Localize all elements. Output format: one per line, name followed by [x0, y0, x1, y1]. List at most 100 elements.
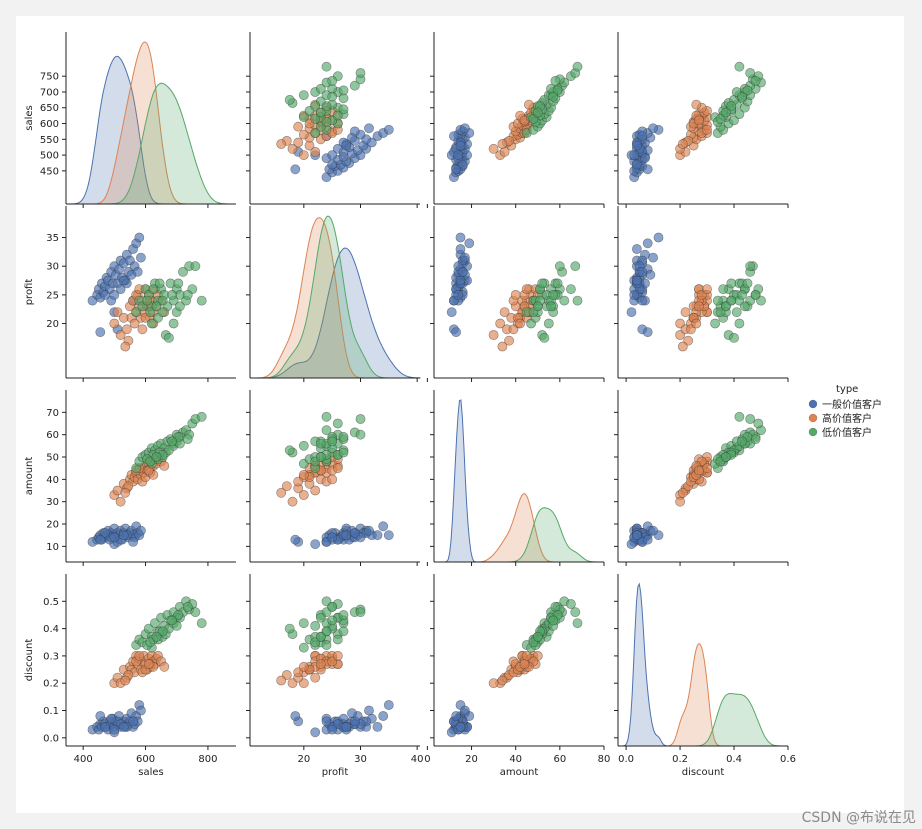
panel-profit-vs-profit — [249, 206, 421, 379]
scatter-point — [552, 278, 563, 289]
scatter-point — [464, 238, 475, 249]
scatter-point — [315, 107, 326, 118]
scatter-point — [694, 301, 704, 312]
scatter-point — [570, 607, 581, 618]
scatter-point — [637, 295, 648, 306]
scatter-point — [154, 278, 165, 289]
scatter-point — [355, 414, 366, 424]
scatter-point — [532, 631, 543, 642]
scatter-point — [276, 487, 287, 498]
scatter-point — [750, 76, 761, 86]
scatter-point — [298, 618, 309, 628]
scatter-point — [737, 436, 747, 447]
scatter-point — [497, 139, 508, 149]
scatter-point — [742, 278, 753, 289]
x-tick-label: 600 — [136, 754, 155, 765]
scatter-point — [137, 324, 148, 335]
x-axis-label: amount — [500, 767, 539, 778]
scatter-point — [648, 123, 658, 134]
scatter-point — [310, 621, 321, 631]
scatter-point — [355, 68, 366, 78]
scatter-point — [451, 711, 461, 721]
x-tick-label: 20 — [297, 754, 310, 765]
scatter-point — [739, 301, 750, 312]
x-tick-label: 400 — [74, 754, 93, 765]
scatter-point — [131, 307, 142, 317]
scatter-point — [157, 295, 168, 306]
scatter-point — [457, 159, 468, 170]
scatter-point — [168, 318, 179, 329]
scatter-point — [95, 534, 106, 545]
scatter-point — [455, 722, 466, 732]
scatter-point — [338, 626, 349, 637]
x-tick-label: 800 — [198, 754, 217, 765]
x-tick-label: 30 — [354, 754, 367, 765]
scatter-point — [190, 607, 201, 618]
scatter-point — [378, 521, 389, 532]
scatter-point — [315, 612, 326, 623]
scatter-point — [349, 528, 360, 538]
scatter-point — [712, 295, 723, 306]
scatter-point — [632, 530, 642, 541]
scatter-point — [132, 266, 143, 277]
scatter-point — [290, 534, 301, 545]
scatter-point — [341, 530, 352, 541]
scatter-point — [637, 131, 648, 141]
y-tick-label: 0.1 — [43, 706, 59, 717]
scatter-point — [118, 722, 129, 732]
scatter-point — [173, 278, 184, 289]
scatter-point — [537, 278, 548, 289]
scatter-point — [364, 123, 374, 134]
scatter-point — [519, 659, 530, 669]
kde-profit-series-0 — [250, 247, 421, 379]
scatter-point — [734, 318, 745, 329]
y-tick-label: 0.5 — [43, 597, 59, 608]
y-tick-label: 0.4 — [43, 624, 59, 635]
scatter-point — [521, 284, 532, 294]
panel-discount-vs-amount — [433, 574, 604, 747]
scatter-point — [163, 332, 174, 343]
scatter-point — [548, 91, 559, 102]
scatter-point — [742, 85, 753, 96]
scatter-point — [349, 126, 360, 137]
scatter-point — [642, 238, 653, 249]
scatter-point — [121, 324, 132, 335]
scatter-point — [364, 705, 374, 716]
scatter-point — [298, 129, 309, 140]
scatter-point — [640, 153, 650, 164]
scatter-point — [694, 465, 704, 476]
scatter-point — [332, 110, 343, 121]
scatter-point — [145, 637, 156, 648]
scatter-point — [691, 99, 702, 110]
scatter-point — [298, 90, 309, 100]
panel-profit-vs-discount — [617, 206, 788, 379]
y-tick-label: 600 — [40, 119, 59, 130]
legend-label: 一般价值客户 — [822, 398, 882, 411]
y-axis-label: profit — [24, 279, 35, 306]
y-tick-label: 0.2 — [43, 679, 59, 690]
scatter-point — [136, 252, 146, 263]
panel-amount-vs-amount — [433, 390, 604, 563]
y-tick-label: 60 — [46, 430, 59, 441]
scatter-point — [118, 530, 129, 541]
scatter-point — [287, 143, 298, 154]
scatter-point — [298, 469, 309, 480]
x-tick-label: 0.2 — [672, 754, 688, 765]
scatter-point — [106, 713, 117, 724]
scatter-point — [146, 318, 157, 329]
scatter-point — [488, 330, 499, 340]
scatter-point — [276, 675, 287, 686]
scatter-point — [446, 307, 457, 317]
y-tick-label: 0.0 — [43, 733, 59, 744]
scatter-point — [287, 496, 298, 507]
scatter-point — [332, 463, 343, 474]
scatter-point — [715, 113, 726, 124]
scatter-point — [128, 537, 138, 547]
scatter-point — [293, 137, 304, 148]
scatter-point — [298, 440, 309, 451]
panel-discount-vs-sales — [65, 574, 236, 747]
scatter-point — [648, 525, 658, 536]
scatter-point — [548, 289, 559, 300]
scatter-point — [539, 332, 550, 343]
scatter-point — [100, 528, 110, 538]
